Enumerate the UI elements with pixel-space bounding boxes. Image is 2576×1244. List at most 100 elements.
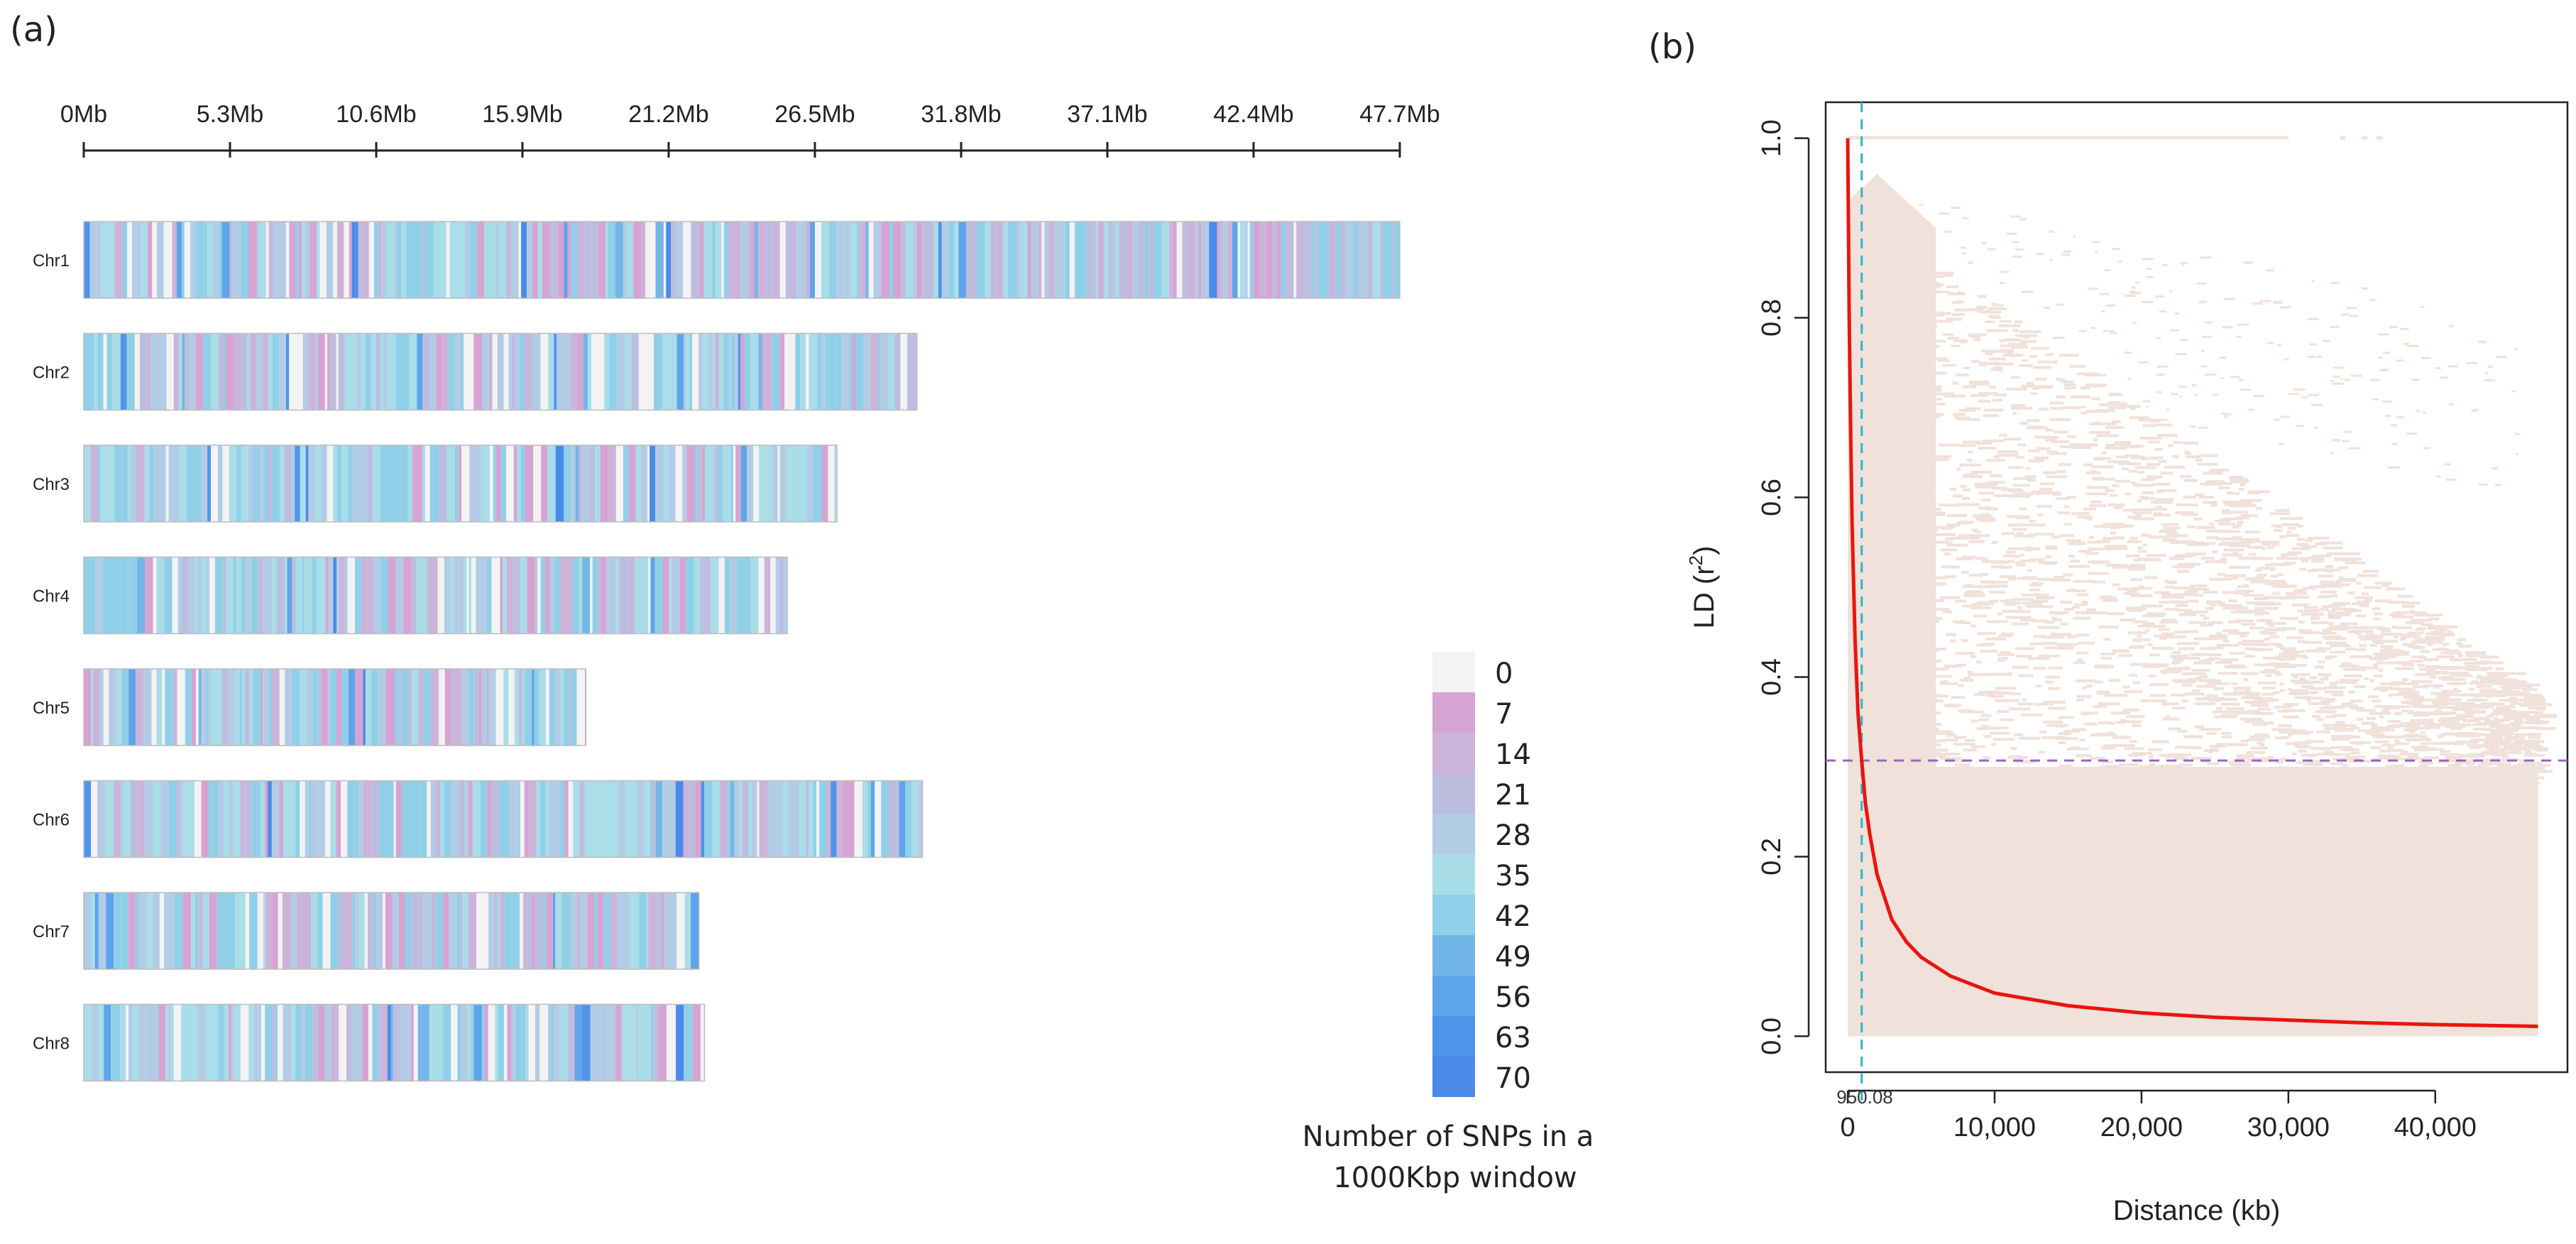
ld-point	[2492, 743, 2508, 746]
density-window	[1132, 222, 1139, 298]
ld-point	[2479, 667, 2493, 670]
density-window	[403, 557, 409, 634]
ld-point	[2138, 418, 2158, 422]
ld-point	[2164, 608, 2180, 611]
ld-point	[1925, 516, 1935, 520]
density-window	[295, 222, 300, 298]
density-window	[422, 333, 430, 410]
decay-curve	[1846, 138, 2538, 1028]
density-window	[240, 893, 246, 969]
ld-point	[2224, 415, 2228, 418]
ld-point	[1993, 366, 2003, 370]
ld-point	[2235, 335, 2241, 338]
ld-point	[2061, 253, 2071, 256]
ld-point	[2016, 532, 2024, 535]
chromosome-outline	[83, 221, 1401, 299]
ld-point	[1882, 450, 1888, 454]
ld-point	[1880, 774, 1900, 778]
density-window	[1304, 222, 1312, 298]
ld-point	[1900, 274, 1910, 277]
ld-point	[2211, 550, 2219, 554]
chromosome-outline	[83, 892, 700, 970]
ld-point	[2038, 561, 2052, 564]
ld-point	[1991, 743, 1997, 746]
ld-point	[2421, 773, 2440, 776]
ld-point	[2260, 721, 2274, 725]
ld-point	[1971, 719, 1978, 723]
density-window	[408, 780, 414, 858]
density-window	[249, 669, 253, 746]
ld-point	[2328, 625, 2347, 628]
density-window	[582, 1004, 591, 1081]
ld-point	[2330, 684, 2337, 687]
ld-point	[1916, 494, 1935, 498]
density-window	[1266, 222, 1273, 298]
ld-point	[1876, 680, 1897, 684]
ld-point	[1936, 753, 1951, 756]
ld-point	[2203, 501, 2218, 504]
density-window	[354, 780, 359, 858]
ld-point	[1991, 486, 2007, 490]
ld-point	[2395, 667, 2414, 670]
ld-point	[2049, 452, 2067, 455]
ld-point	[1983, 414, 1999, 418]
ld-point	[1864, 324, 1868, 327]
ld-point	[2006, 599, 2015, 602]
ld-point	[2191, 689, 2200, 692]
ld-point	[2441, 677, 2455, 681]
ld-point	[1985, 498, 1991, 501]
ld-point	[1924, 699, 1944, 703]
density-window	[126, 333, 135, 410]
ld-point	[2454, 776, 2469, 780]
ld-point	[2185, 452, 2191, 455]
ld-point	[2126, 606, 2145, 610]
density-window	[84, 557, 91, 634]
ld-point	[2406, 432, 2418, 435]
ld-point	[2044, 471, 2057, 474]
ld-point	[1914, 344, 1921, 348]
ld-point	[2326, 627, 2348, 631]
density-window	[146, 893, 153, 969]
ld-point	[2002, 609, 2024, 613]
density-window	[579, 780, 585, 858]
ld-point	[2257, 618, 2273, 622]
ld-point	[2322, 339, 2330, 342]
density-window	[520, 780, 525, 858]
ld-point	[2340, 378, 2343, 381]
ld-point	[2336, 774, 2342, 778]
ld-point	[2311, 560, 2323, 563]
ld-point	[2492, 679, 2501, 682]
ld-point	[1978, 399, 1991, 403]
density-window	[486, 669, 490, 746]
density-window	[575, 445, 579, 522]
density-window	[388, 445, 397, 522]
ld-point	[1901, 370, 1906, 373]
density-window	[609, 333, 617, 410]
ld-point	[2472, 716, 2490, 720]
density-window	[958, 222, 967, 298]
density-window	[104, 1004, 111, 1081]
ld-point	[2184, 692, 2205, 696]
ld-point	[2147, 643, 2153, 647]
ld-point	[1924, 649, 1939, 653]
ld-point	[2446, 724, 2455, 728]
ld-point	[2259, 576, 2264, 579]
density-window	[645, 333, 654, 410]
ld-point	[2215, 661, 2232, 665]
ld-point	[1931, 392, 1954, 395]
ld-point	[2509, 729, 2518, 733]
ld-point	[2477, 763, 2492, 766]
density-window	[373, 557, 381, 634]
ld-point	[2076, 695, 2091, 699]
density-window	[767, 780, 777, 858]
ld-point	[1950, 639, 1956, 643]
density-window	[194, 557, 197, 634]
density-window	[168, 222, 172, 298]
ld-point	[2348, 690, 2355, 694]
ld-point	[2376, 770, 2389, 774]
density-window	[327, 669, 331, 746]
ld-point	[1864, 457, 1881, 461]
ld-point	[2078, 550, 2093, 553]
density-window	[291, 445, 295, 522]
density-window	[582, 557, 591, 634]
